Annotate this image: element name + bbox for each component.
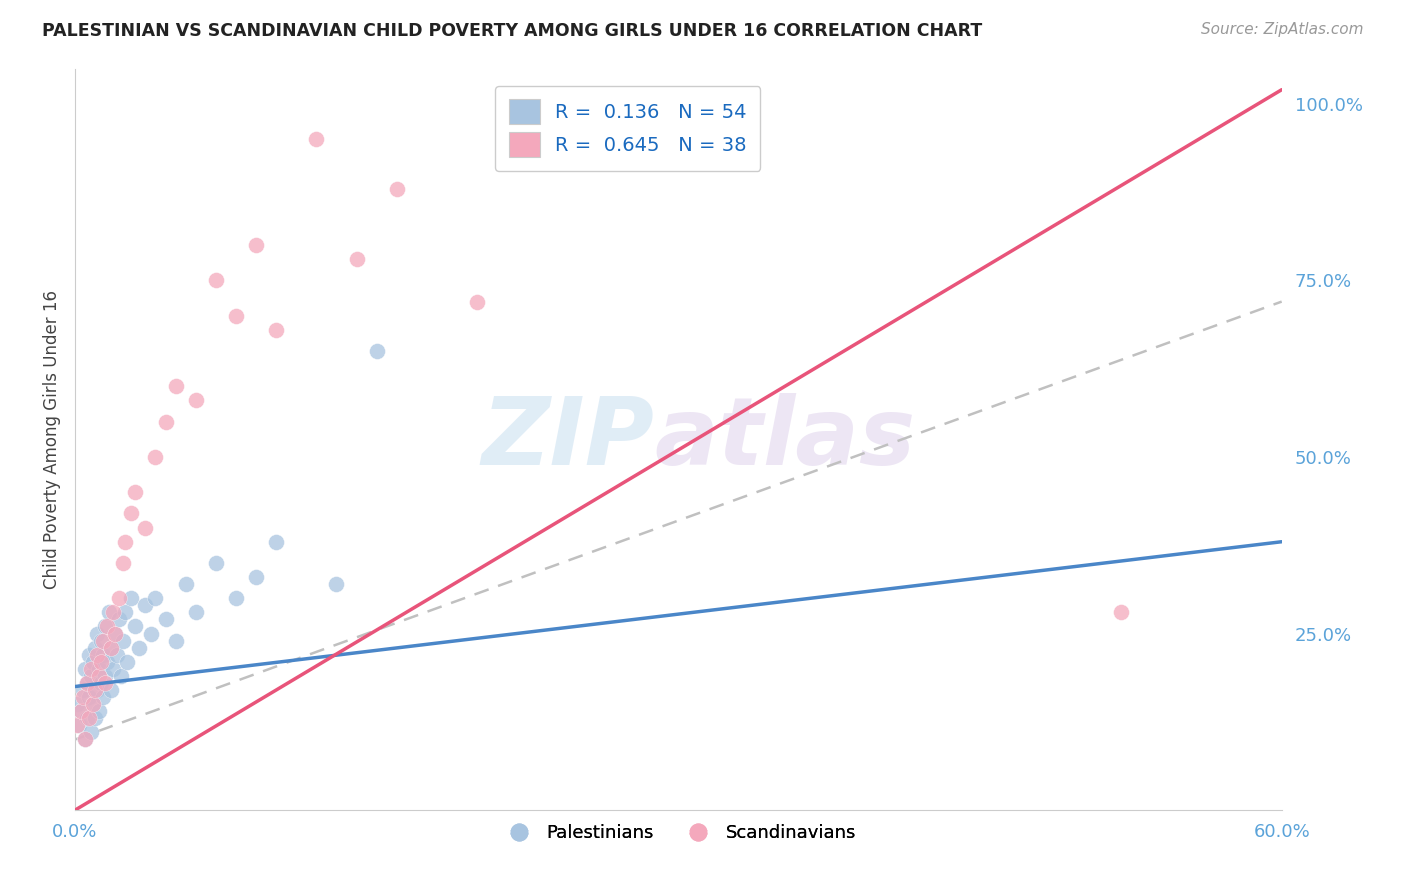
Point xyxy=(114,534,136,549)
Point xyxy=(465,294,488,309)
Point xyxy=(366,344,388,359)
Point xyxy=(245,238,267,252)
Point xyxy=(110,669,132,683)
Point xyxy=(94,619,117,633)
Point xyxy=(77,690,100,705)
Point xyxy=(141,626,163,640)
Point xyxy=(86,683,108,698)
Point xyxy=(586,153,609,168)
Point xyxy=(89,662,111,676)
Point xyxy=(90,633,112,648)
Point xyxy=(82,697,104,711)
Point xyxy=(120,591,142,606)
Point xyxy=(75,732,97,747)
Legend: Palestinians, Scandinavians: Palestinians, Scandinavians xyxy=(494,817,863,849)
Point xyxy=(385,181,408,195)
Point xyxy=(128,640,150,655)
Point xyxy=(104,626,127,640)
Point xyxy=(112,633,135,648)
Point xyxy=(112,556,135,570)
Point xyxy=(86,648,108,662)
Point xyxy=(134,599,156,613)
Point xyxy=(90,676,112,690)
Text: Source: ZipAtlas.com: Source: ZipAtlas.com xyxy=(1201,22,1364,37)
Point xyxy=(120,507,142,521)
Point xyxy=(100,640,122,655)
Point xyxy=(75,732,97,747)
Point xyxy=(82,655,104,669)
Point xyxy=(84,683,107,698)
Point xyxy=(76,711,98,725)
Point xyxy=(103,662,125,676)
Point xyxy=(104,626,127,640)
Point xyxy=(155,612,177,626)
Point xyxy=(264,323,287,337)
Point xyxy=(145,450,167,464)
Point xyxy=(145,591,167,606)
Point xyxy=(245,570,267,584)
Text: atlas: atlas xyxy=(654,393,915,485)
Point xyxy=(66,718,89,732)
Point xyxy=(105,648,128,662)
Point xyxy=(100,683,122,698)
Point xyxy=(184,393,207,408)
Point xyxy=(325,577,347,591)
Y-axis label: Child Poverty Among Girls Under 16: Child Poverty Among Girls Under 16 xyxy=(44,290,60,589)
Point xyxy=(114,606,136,620)
Point xyxy=(70,704,93,718)
Point xyxy=(76,676,98,690)
Point xyxy=(124,485,146,500)
Point xyxy=(100,640,122,655)
Point xyxy=(103,606,125,620)
Point xyxy=(91,648,114,662)
Point xyxy=(1109,606,1132,620)
Point xyxy=(82,697,104,711)
Point xyxy=(225,309,247,323)
Point xyxy=(117,655,139,669)
Point xyxy=(80,662,103,676)
Point xyxy=(90,655,112,669)
Point xyxy=(86,626,108,640)
Point xyxy=(108,612,131,626)
Point xyxy=(91,633,114,648)
Point xyxy=(75,662,97,676)
Point xyxy=(89,704,111,718)
Point xyxy=(94,676,117,690)
Point xyxy=(96,655,118,669)
Point xyxy=(165,633,187,648)
Point xyxy=(98,606,121,620)
Point xyxy=(84,711,107,725)
Point xyxy=(77,648,100,662)
Text: PALESTINIAN VS SCANDINAVIAN CHILD POVERTY AMONG GIRLS UNDER 16 CORRELATION CHART: PALESTINIAN VS SCANDINAVIAN CHILD POVERT… xyxy=(42,22,983,40)
Point xyxy=(124,619,146,633)
Point xyxy=(80,669,103,683)
Point xyxy=(204,273,226,287)
Point xyxy=(155,415,177,429)
Point xyxy=(264,534,287,549)
Point xyxy=(67,718,90,732)
Point xyxy=(225,591,247,606)
Point xyxy=(174,577,197,591)
Point xyxy=(80,725,103,739)
Point xyxy=(134,520,156,534)
Point xyxy=(94,669,117,683)
Point xyxy=(346,252,368,267)
Point xyxy=(70,704,93,718)
Point xyxy=(305,132,328,146)
Point xyxy=(72,690,94,705)
Text: ZIP: ZIP xyxy=(481,393,654,485)
Point xyxy=(204,556,226,570)
Point xyxy=(84,640,107,655)
Point xyxy=(165,379,187,393)
Point xyxy=(66,697,89,711)
Point xyxy=(72,683,94,698)
Point xyxy=(76,676,98,690)
Point xyxy=(89,669,111,683)
Point xyxy=(77,711,100,725)
Point xyxy=(96,619,118,633)
Point xyxy=(184,606,207,620)
Point xyxy=(91,690,114,705)
Point xyxy=(108,591,131,606)
